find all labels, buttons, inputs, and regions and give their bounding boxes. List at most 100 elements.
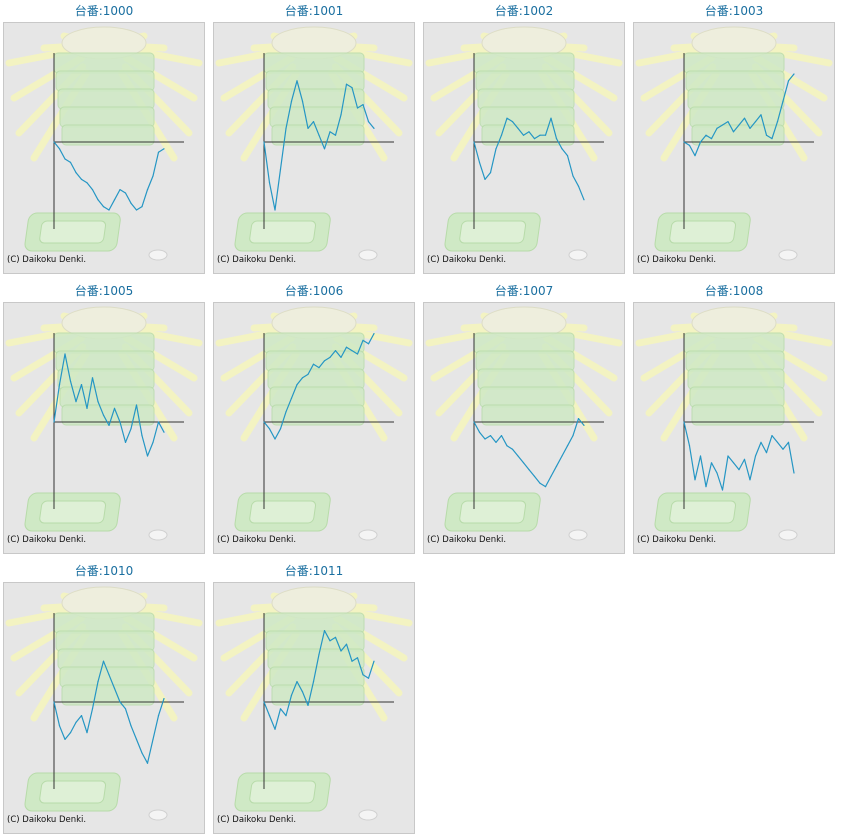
data-point [141, 752, 143, 754]
chart-card: 台番:1001 (C) Daikoku Denki. [213, 0, 415, 274]
decor-tray [687, 368, 785, 390]
series-line [473, 417, 585, 488]
data-point [323, 360, 326, 362]
data-point [69, 380, 72, 382]
data-point [705, 486, 707, 488]
data-point [285, 411, 287, 413]
data-point [572, 175, 574, 177]
decor-tray [263, 612, 365, 634]
machine-number-link[interactable]: 台番:1005 [74, 284, 134, 298]
data-point [307, 704, 309, 706]
chart-svg [5, 26, 203, 261]
chart-frame: (C) Daikoku Denki. [3, 22, 205, 274]
data-point [301, 100, 304, 102]
decor-tray [269, 666, 365, 688]
data-point [765, 134, 768, 136]
machine-number-link[interactable]: 台番:1011 [284, 564, 344, 578]
data-point [307, 373, 309, 375]
data-point [716, 127, 718, 129]
decor-tray [479, 386, 575, 408]
data-point [732, 131, 735, 133]
data-point [268, 428, 271, 430]
data-point [495, 441, 497, 443]
machine-number-link[interactable]: 台番:1010 [74, 564, 134, 578]
data-point [58, 148, 61, 150]
machine-number-link[interactable]: 台番:1007 [494, 284, 554, 298]
data-point [307, 127, 309, 129]
data-point [743, 458, 746, 460]
decor-ball [358, 529, 378, 541]
data-point [86, 407, 88, 409]
data-point [274, 209, 276, 211]
data-point [771, 138, 773, 140]
data-point [163, 698, 165, 700]
data-point [528, 131, 530, 133]
data-point [157, 715, 160, 717]
decor-tray [269, 106, 365, 128]
data-point [749, 479, 751, 481]
data-point [146, 762, 149, 764]
data-point [268, 715, 271, 717]
decor-tray [53, 52, 155, 74]
chart-svg [635, 306, 833, 541]
decor-tray [683, 332, 785, 354]
data-point [495, 148, 497, 150]
decor-tray [53, 332, 155, 354]
chart-frame: (C) Daikoku Denki. [213, 22, 415, 274]
decor-bottom-tray-inner [459, 500, 527, 524]
data-point [522, 134, 525, 136]
data-point [754, 121, 757, 123]
data-point [566, 155, 569, 157]
data-point [362, 339, 364, 341]
decor-ball [778, 249, 798, 261]
copyright-text: (C) Daikoku Denki. [217, 815, 297, 825]
data-point [163, 148, 165, 150]
chart-card: 台番:1003 (C) Daikoku Denki. [633, 0, 835, 274]
data-point [473, 141, 475, 143]
copyright-text: (C) Daikoku Denki. [217, 535, 297, 545]
decor-tray [61, 404, 155, 426]
data-point [318, 367, 320, 369]
machine-number-link[interactable]: 台番:1001 [284, 4, 344, 18]
data-point [555, 138, 558, 140]
data-point [340, 650, 342, 652]
data-point [776, 121, 779, 123]
decor-bottom-tray-inner [669, 500, 737, 524]
data-point [102, 206, 105, 208]
decor-ball [148, 529, 168, 541]
chart-card: 台番:1011 (C) Daikoku Denki. [213, 560, 415, 834]
data-point [506, 117, 508, 119]
decor-ball [148, 809, 168, 821]
data-point [749, 127, 751, 129]
data-point [727, 455, 729, 457]
machine-number-link[interactable]: 台番:1006 [284, 284, 344, 298]
decor-tray [269, 386, 365, 408]
chart-frame: (C) Daikoku Denki. [3, 302, 205, 554]
data-point [296, 80, 298, 82]
machine-number-link[interactable]: 台番:1002 [494, 4, 554, 18]
data-point [285, 127, 287, 129]
data-point [517, 127, 519, 129]
data-point [141, 435, 143, 437]
data-point [373, 127, 375, 129]
machine-number-link[interactable]: 台番:1003 [704, 4, 764, 18]
data-point [75, 401, 77, 403]
data-point [323, 148, 326, 150]
data-point [102, 414, 105, 416]
chart-svg [425, 306, 623, 541]
data-point [301, 691, 304, 693]
data-point [130, 428, 132, 430]
decor-tray [55, 350, 155, 372]
background-illustration [5, 586, 203, 821]
decor-tray [479, 106, 575, 128]
decor-tray [685, 70, 785, 92]
machine-number-link[interactable]: 台番:1008 [704, 284, 764, 298]
data-point [793, 73, 795, 75]
machine-number-link[interactable]: 台番:1000 [74, 4, 134, 18]
data-point [274, 438, 276, 440]
data-point [500, 134, 503, 136]
decor-bottom-tray-inner [249, 220, 317, 244]
data-point [290, 100, 293, 102]
data-point [716, 472, 718, 474]
data-point [135, 404, 138, 406]
